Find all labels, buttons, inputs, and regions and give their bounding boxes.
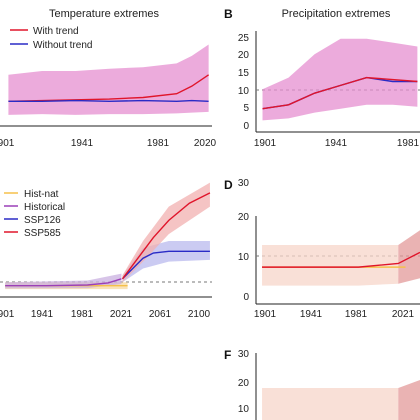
panel-b-y-tick: 20 — [238, 50, 250, 61]
panel-c-x-tick: 2100 — [188, 309, 211, 320]
panel-c-series-ssp585 — [121, 192, 211, 280]
panel-a-title: Temperature extremes — [49, 8, 160, 20]
panel-d-series-ssp585 — [262, 251, 420, 268]
panel-f-band-0 — [262, 388, 399, 420]
panel-f-series — [262, 380, 420, 420]
panel-d-x-tick: 1981 — [345, 309, 368, 320]
panel-b-title: Precipitation extremes — [282, 8, 391, 20]
panel-a-series-without-trend — [8, 99, 209, 102]
panel-b-y-tick: 15 — [238, 68, 250, 79]
panel-a-x-tick: 2020 — [194, 138, 217, 149]
panel-a-series-with-trend — [8, 74, 210, 102]
panel-a-x-tick: 901 — [0, 138, 15, 149]
panel-d-x-tick: 1901 — [254, 309, 277, 320]
legend-label-with-trend: With trend — [33, 26, 79, 37]
panel-c-x-tick: 901 — [0, 309, 15, 320]
panel-d-series — [262, 230, 420, 286]
panel-c-series-historical — [5, 278, 122, 287]
panel-d-x-tick: 1941 — [300, 309, 323, 320]
panel-a-x-tick: 1941 — [71, 138, 94, 149]
panel-b-y-tick: 25 — [238, 33, 250, 44]
panel-b-x-tick: 1981 — [397, 138, 420, 149]
panel-d-x-tick: 2021 — [392, 309, 415, 320]
panel-d-band-0 — [262, 245, 399, 286]
panel-c-x-tick: 1981 — [71, 309, 94, 320]
panel-f-y-tick: 10 — [238, 404, 250, 415]
legend-label-without-trend: Without trend — [33, 40, 92, 51]
panel-b-x-tick: 1901 — [254, 138, 277, 149]
panel-b-x-tick: 1941 — [325, 138, 348, 149]
panel-c-series — [5, 182, 211, 290]
legend-label-ssp585: SSP585 — [24, 228, 61, 239]
panel-d-letter: D — [224, 178, 233, 192]
panel-c-x-tick: 2061 — [149, 309, 172, 320]
panel-f: 10 20 30 — [238, 349, 420, 420]
panel-c-x-tick: 1941 — [31, 309, 54, 320]
panel-b-letter: B — [224, 7, 233, 21]
panel-f-y-tick: 20 — [238, 378, 250, 389]
legend-label-ssp126: SSP126 — [24, 215, 61, 226]
panel-a-legend: With trend Without trend — [10, 26, 92, 51]
panel-b: 0 5 10 15 20 25 1901 1941 1981 — [238, 31, 420, 149]
panel-b-series — [262, 38, 418, 121]
panel-c-series-ssp126 — [121, 250, 210, 280]
panel-a-x-tick: 1981 — [147, 138, 170, 149]
panel-f-band-1 — [398, 380, 420, 420]
panel-f-letter: F — [224, 348, 231, 362]
panel-b-y-tick: 10 — [238, 86, 250, 97]
panel-b-series-with-trend — [262, 76, 418, 110]
panel-d-band-1 — [398, 230, 420, 284]
panel-b-y-tick: 5 — [243, 103, 249, 114]
legend-label-hist-nat: Hist-nat — [24, 189, 59, 200]
legend-label-historical: Historical — [24, 202, 65, 213]
panel-c: 901 1941 1981 2021 2061 2100 Hist-nat Hi… — [0, 182, 212, 320]
panel-d-y-tick: 0 — [243, 292, 249, 303]
panel-d-y-tick: 20 — [238, 212, 250, 223]
panel-c-legend: Hist-nat Historical SSP126 SSP585 — [4, 189, 65, 239]
panel-b-y-tick: 0 — [243, 121, 249, 132]
panel-a-series — [8, 44, 210, 115]
panel-d-y-tick: 30 — [238, 178, 250, 189]
panel-b-uncertainty-band — [262, 38, 418, 121]
panel-d-y-tick: 10 — [238, 252, 250, 263]
panel-c-band-3 — [122, 182, 210, 283]
panel-a: 901 1941 1981 2020 With trend Without tr… — [0, 26, 217, 149]
panel-c-x-tick: 2021 — [110, 309, 133, 320]
panel-d: 0 10 20 30 1901 1941 1981 2021 — [238, 178, 420, 320]
panel-f-y-tick: 30 — [238, 349, 250, 360]
panel-a-uncertainty-band — [8, 44, 209, 115]
